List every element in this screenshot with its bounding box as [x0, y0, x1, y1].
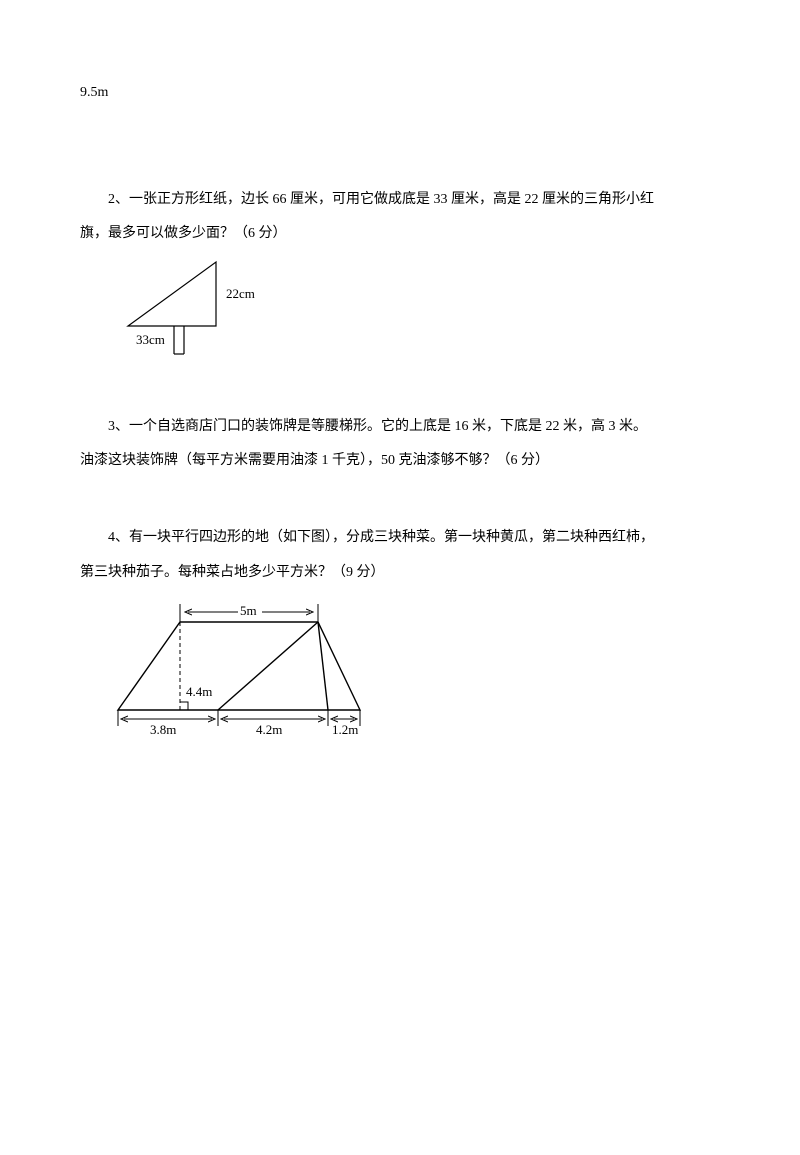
- q4-figure: 5m 4.4m 3.8m 4.2m 1.2m: [100, 592, 720, 742]
- dim-b2-label: 4.2m: [256, 722, 282, 737]
- top-measurement-label: 9.5m: [80, 80, 720, 107]
- q4-text-line1: 4、有一块平行四边形的地（如下图），分成三块种菜。第一块种黄瓜，第二块种西红柿，: [80, 525, 720, 552]
- q2-triangle-svg: 22cm 33cm: [116, 254, 296, 364]
- q2-text-line2: 旗，最多可以做多少面？（6 分）: [80, 221, 720, 248]
- q3-text-line1: 3、一个自选商店门口的装饰牌是等腰梯形。它的上底是 16 米，下底是 22 米，…: [80, 414, 720, 441]
- q3-text-line2: 油漆这块装饰牌（每平方米需要用油漆 1 千克），50 克油漆够不够？（6 分）: [80, 448, 720, 475]
- q3-gap: [80, 475, 720, 525]
- dim-b3-label: 1.2m: [332, 722, 358, 737]
- q2-figure: 22cm 33cm: [116, 254, 720, 364]
- q2-height-label: 22cm: [226, 286, 255, 301]
- dim-b1-label: 3.8m: [150, 722, 176, 737]
- dim-top-label: 5m: [240, 603, 257, 618]
- q2-base-label: 33cm: [136, 332, 165, 347]
- page: 9.5m 2、一张正方形红纸，边长 66 厘米，可用它做成底是 33 厘米，高是…: [0, 0, 800, 832]
- dim-height-label: 4.4m: [186, 684, 212, 699]
- q2-text-line1: 2、一张正方形红纸，边长 66 厘米，可用它做成底是 33 厘米，高是 22 厘…: [80, 187, 720, 214]
- q4-parallelogram-svg: 5m 4.4m 3.8m 4.2m 1.2m: [100, 592, 420, 742]
- q4-text-line2: 第三块种茄子。每种菜占地多少平方米？（9 分）: [80, 560, 720, 587]
- triangle-shape: [128, 262, 216, 326]
